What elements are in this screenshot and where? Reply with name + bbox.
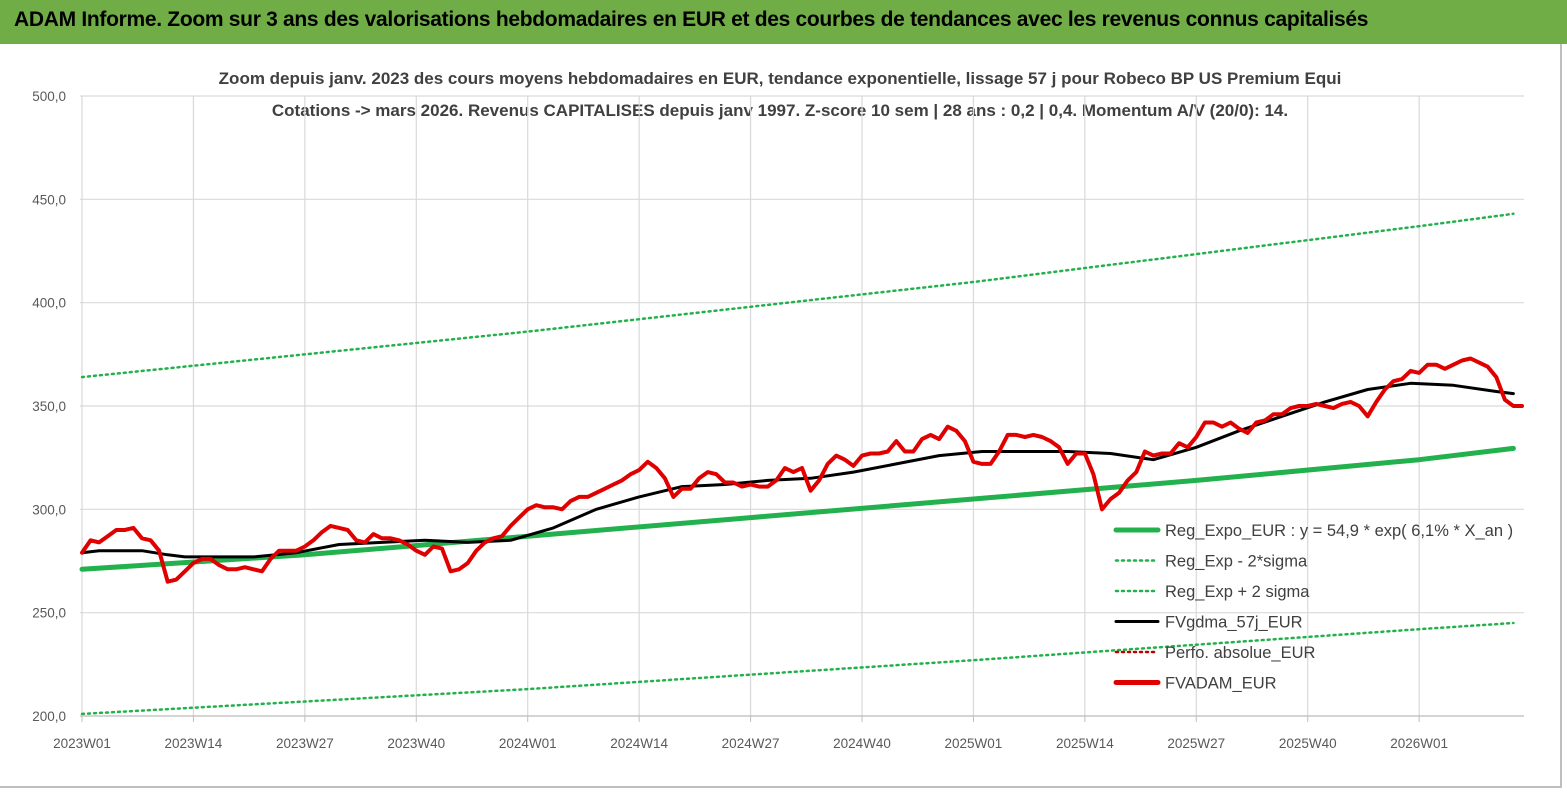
x-tick-label: 2023W01 [53, 736, 111, 751]
y-tick-label: 350,0 [32, 399, 66, 414]
y-axis-ticks: 200,0 250,0 300,0 350,0 400,0 450,0 500,0 [32, 89, 66, 724]
x-tick-label: 2023W27 [276, 736, 334, 751]
legend-label: Reg_Expo_EUR : y = 54,9 * exp( 6,1% * X_… [1165, 522, 1513, 540]
y-tick-label: 500,0 [32, 89, 66, 104]
legend: Reg_Expo_EUR : y = 54,9 * exp( 6,1% * X_… [1113, 522, 1513, 693]
chart-frame [0, 44, 1562, 788]
series-line-0 [79, 445, 1516, 572]
series-line-2 [80, 621, 1515, 716]
legend-label: Reg_Exp + 2 sigma [1165, 583, 1310, 601]
x-axis-ticks: 2023W01 2023W14 2023W27 2023W40 2024W01 2024W… [53, 715, 1524, 751]
x-tick-label: 2024W40 [833, 736, 891, 751]
y-tick-label: 400,0 [32, 296, 66, 311]
x-tick-label: 2025W40 [1279, 736, 1337, 751]
legend-label: Perfo. absolue_EUR [1165, 644, 1316, 662]
chart-title: Zoom depuis janv. 2023 des cours moyens … [219, 69, 1342, 88]
x-tick-label: 2026W01 [1390, 736, 1448, 751]
legend-label: FVADAM_EUR [1165, 675, 1277, 693]
series-lines [79, 212, 1524, 716]
report-title: ADAM Informe. Zoom sur 3 ans des valoris… [14, 8, 1369, 31]
series-line-1 [80, 212, 1515, 379]
y-tick-label: 300,0 [32, 502, 66, 517]
y-tick-label: 200,0 [32, 709, 66, 724]
x-tick-label: 2025W14 [1056, 736, 1114, 751]
legend-label: Reg_Exp - 2*sigma [1165, 553, 1308, 571]
x-tick-label: 2025W01 [945, 736, 1003, 751]
x-tick-label: 2024W01 [499, 736, 557, 751]
series-line-4 [80, 356, 1524, 584]
chart-subtitle: Cotations -> mars 2026. Revenus CAPITALI… [272, 101, 1288, 120]
x-tick-label: 2025W27 [1167, 736, 1225, 751]
series-line-3 [80, 381, 1515, 559]
y-tick-label: 450,0 [32, 192, 66, 207]
x-tick-label: 2023W14 [165, 736, 223, 751]
x-tick-label: 2024W27 [722, 736, 780, 751]
x-tick-label: 2023W40 [387, 736, 445, 751]
report-header-bar: ADAM Informe. Zoom sur 3 ans des valoris… [0, 0, 1567, 44]
x-tick-label: 2024W14 [610, 736, 668, 751]
y-tick-label: 250,0 [32, 606, 66, 621]
legend-label: FVgdma_57j_EUR [1165, 614, 1303, 632]
